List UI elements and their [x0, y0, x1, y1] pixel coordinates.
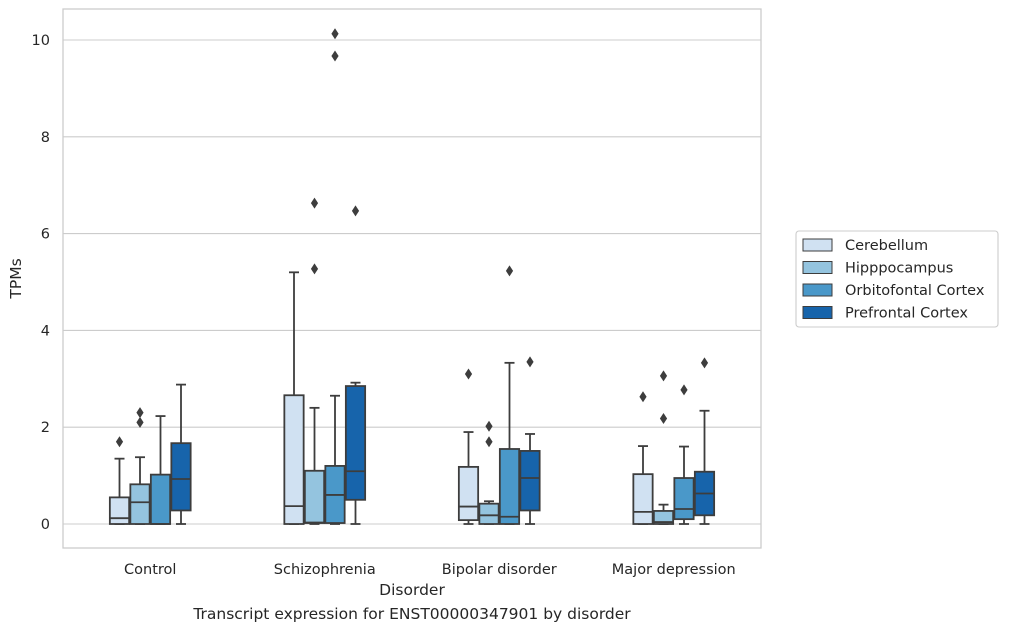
outlier-point: [331, 28, 339, 40]
legend-swatch: [802, 306, 833, 319]
box-body: [108, 496, 131, 525]
x-tick-label: Schizophrenia: [274, 562, 376, 578]
box-plot-series: [108, 28, 716, 525]
box-body: [303, 469, 326, 524]
box-hipppocampus-control: [129, 407, 151, 525]
axis-ticks: 0 2 4 6 8 10 Control Schizophrenia Bipolar disor…: [32, 33, 736, 578]
outlier-point: [310, 263, 319, 275]
legend-swatch: [802, 261, 833, 274]
legend-item: Cerebellum: [802, 238, 928, 254]
x-tick-label: Bipolar disorder: [442, 562, 557, 578]
chart-caption: Transcript expression for ENST0000034790…: [193, 605, 631, 623]
box-body: [673, 477, 695, 521]
box-cerebellum-bipolar-disorder: [457, 368, 480, 525]
outlier-point: [485, 420, 493, 432]
legend-swatch: [802, 283, 833, 297]
box-body: [519, 450, 541, 512]
grid-lines: [63, 39, 761, 525]
box-body: [149, 473, 172, 525]
legend-label: Hipppocampus: [845, 261, 953, 277]
legend-label: Orbitofontal Cortex: [845, 283, 985, 299]
outlier-point: [659, 412, 668, 424]
y-axis-label: TPMs: [7, 258, 25, 299]
box-cerebellum-major-depression: [632, 391, 654, 525]
outlier-point: [136, 407, 144, 419]
box-orbitofontal-cortex-bipolar-disorder: [498, 265, 521, 525]
plot-frame: [62, 8, 762, 549]
x-tick-label: Major depression: [612, 562, 736, 578]
box-prefrontal-cortex-major-depression: [693, 357, 716, 525]
box-hipppocampus-bipolar-disorder: [478, 420, 500, 525]
y-tick-label: 8: [41, 130, 50, 146]
box-body: [457, 465, 480, 522]
y-tick-label: 0: [41, 517, 50, 533]
outlier-point: [526, 356, 534, 368]
box-orbitofontal-cortex-major-depression: [673, 384, 695, 525]
legend-frame: [795, 230, 999, 328]
legend-label: Cerebellum: [845, 238, 928, 254]
outlier-point: [680, 384, 688, 396]
outlier-point: [351, 205, 360, 217]
box-orbitofontal-cortex-schizophrenia: [324, 28, 346, 525]
box-body: [498, 448, 521, 525]
box-hipppocampus-schizophrenia: [303, 197, 326, 525]
legend-item: Prefrontal Cortex: [802, 306, 968, 322]
outlier-point: [464, 368, 473, 380]
box-body: [170, 442, 192, 512]
box-body: [478, 502, 500, 525]
box-body: [652, 510, 675, 525]
x-tick-label: Control: [124, 562, 176, 578]
box-prefrontal-cortex-bipolar-disorder: [519, 356, 541, 525]
outlier-point: [700, 357, 709, 369]
y-tick-label: 6: [41, 227, 50, 243]
y-tick-label: 10: [32, 33, 50, 49]
outlier-point: [659, 370, 668, 382]
y-tick-label: 4: [41, 323, 50, 339]
outlier-point: [115, 436, 124, 448]
box-prefrontal-cortex-schizophrenia: [344, 205, 367, 525]
box-hipppocampus-major-depression: [652, 370, 675, 525]
box-body: [632, 473, 654, 525]
outlier-point: [505, 265, 514, 277]
box-cerebellum-schizophrenia: [283, 271, 305, 525]
x-axis-label: Disorder: [379, 581, 445, 599]
box-body: [129, 483, 151, 525]
outlier-point: [331, 50, 339, 62]
legend-item: Hipppocampus: [802, 261, 953, 277]
outlier-point: [485, 436, 493, 448]
outlier-point: [136, 416, 144, 428]
legend-label: Prefrontal Cortex: [845, 306, 968, 322]
legend-swatch: [802, 238, 833, 252]
legend-item: Orbitofontal Cortex: [802, 283, 985, 299]
box-cerebellum-control: [108, 436, 131, 525]
box-prefrontal-cortex-control: [170, 383, 192, 525]
y-tick-label: 2: [41, 420, 50, 436]
outlier-point: [310, 197, 319, 209]
box-orbitofontal-cortex-control: [149, 415, 172, 525]
legend: Cerebellum Hipppocampus Orbitofontal Corte…: [795, 230, 999, 328]
outlier-point: [639, 391, 647, 403]
box-body: [344, 385, 367, 501]
box-body: [283, 394, 305, 525]
